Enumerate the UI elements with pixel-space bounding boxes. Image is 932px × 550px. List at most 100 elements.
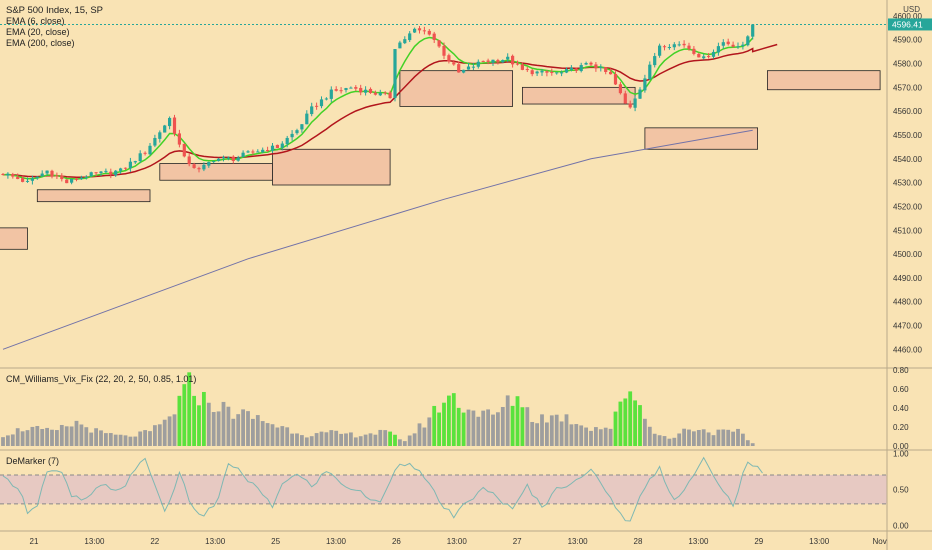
- vix-fix-bar: [545, 422, 549, 446]
- candle-body: [364, 89, 368, 93]
- candle-body: [584, 63, 588, 65]
- vix-fix-bar: [45, 427, 49, 446]
- candle-body: [535, 71, 539, 74]
- vix-fix-bar: [662, 436, 667, 446]
- demarker-title[interactable]: DeMarker (7): [6, 456, 59, 466]
- candle-body: [731, 44, 735, 47]
- last-price-badge: [888, 18, 932, 31]
- vix-fix-bar: [398, 439, 402, 446]
- vix-fix-bar: [368, 433, 373, 446]
- candle-body: [658, 45, 662, 56]
- candle-body: [667, 47, 671, 49]
- vix-fix-bar: [260, 421, 265, 446]
- vix-fix-title[interactable]: CM_Williams_Vix_Fix (22, 20, 2, 50, 0.85…: [6, 374, 196, 384]
- price-tick-label: 4480.00: [893, 298, 922, 307]
- time-axis[interactable]: 21 13:00 22 13:00 25 13:00 26 13:00 27 13:00 28 13:…: [30, 537, 887, 546]
- candle-body: [35, 176, 39, 179]
- vix-fix-pane[interactable]: [1, 372, 755, 446]
- vix-fix-bar: [633, 400, 637, 446]
- vix-tick-label: 0.80: [893, 366, 909, 375]
- vix-fix-bar: [6, 435, 10, 446]
- candle-body: [368, 88, 373, 93]
- time-tick-label: 13:00: [568, 537, 589, 546]
- legend: S&P 500 Index, 15, SP EMA (6, close) EMA…: [6, 5, 920, 466]
- candle-body: [574, 68, 578, 71]
- vix-fix-bar: [304, 437, 309, 446]
- candle-body: [486, 60, 490, 62]
- price-pane[interactable]: [0, 23, 887, 350]
- zone-box: [0, 227, 28, 250]
- candle-body: [687, 45, 691, 49]
- candle-body: [295, 130, 299, 134]
- vix-fix-bar: [251, 418, 255, 446]
- candle-body: [613, 74, 618, 85]
- candle-body: [466, 66, 471, 70]
- time-tick-label: 29: [754, 537, 763, 546]
- vix-fix-bar: [314, 433, 319, 446]
- candle-body: [373, 92, 377, 95]
- vix-fix-bar: [197, 405, 201, 446]
- candle-body: [462, 69, 466, 73]
- symbol-title[interactable]: S&P 500 Index, 15, SP: [6, 5, 103, 16]
- vix-fix-bar: [265, 423, 270, 446]
- candle-body: [682, 43, 686, 46]
- candle-body: [545, 71, 549, 73]
- candle-body: [74, 178, 79, 180]
- vix-fix-bar: [148, 431, 152, 446]
- vix-tick-label: 0.00: [893, 442, 909, 451]
- candle-body: [339, 90, 343, 92]
- vix-fix-bar: [255, 415, 260, 446]
- candle-body: [261, 149, 265, 153]
- vix-fix-bar: [643, 418, 647, 446]
- vix-fix-bar: [216, 411, 221, 446]
- vix-fix-bar: [89, 432, 94, 446]
- vix-fix-bar: [687, 429, 691, 446]
- candle-body: [192, 164, 196, 168]
- vix-fix-bar: [711, 435, 716, 446]
- candle-body: [153, 137, 157, 146]
- candle-body: [207, 162, 211, 166]
- vix-fix-bar: [594, 427, 598, 446]
- price-axis[interactable]: 4460.00 4470.00 4480.00 4490.00 4500.00 4510.…: [893, 12, 922, 530]
- vix-fix-bar: [300, 435, 304, 446]
- vix-fix-bar: [241, 409, 245, 446]
- vix-fix-bar: [608, 428, 613, 446]
- candle-body: [79, 177, 83, 180]
- vix-fix-bar: [182, 384, 187, 446]
- zone-box: [767, 70, 881, 91]
- time-tick-label: 13:00: [809, 537, 830, 546]
- vix-fix-bar: [471, 410, 476, 446]
- vix-tick-label: 0.60: [893, 385, 909, 394]
- vix-fix-bar: [25, 430, 30, 446]
- vix-fix-bar: [319, 431, 324, 446]
- candle-body: [231, 156, 235, 161]
- price-tick-label: 4600.00: [893, 12, 922, 21]
- vix-fix-bar: [373, 434, 378, 446]
- vix-fix-bar: [177, 395, 182, 446]
- candle-body: [413, 28, 417, 33]
- ema6-legend[interactable]: EMA (6, close): [6, 16, 65, 26]
- time-tick-label: 26: [392, 537, 401, 546]
- vix-fix-bar: [309, 436, 314, 446]
- price-tick-label: 4510.00: [893, 226, 922, 235]
- candle-body: [476, 61, 480, 67]
- candle-body: [275, 144, 279, 148]
- vix-fix-bar: [1, 437, 5, 446]
- currency-label: USD: [903, 5, 920, 14]
- candle-body: [501, 60, 505, 63]
- vix-tick-label: 0.20: [893, 423, 909, 432]
- demarker-pane[interactable]: [0, 456, 887, 522]
- candle-body: [550, 72, 554, 74]
- ema200-legend[interactable]: EMA (200, close): [6, 38, 75, 48]
- candle-body: [403, 39, 407, 44]
- candle-body: [109, 171, 113, 175]
- candle-body: [315, 105, 319, 107]
- candle-body: [158, 132, 162, 139]
- vix-fix-bar: [696, 430, 701, 446]
- ema20-legend[interactable]: EMA (20, close): [6, 27, 70, 37]
- vix-fix-bar: [569, 424, 574, 446]
- candle-body: [511, 55, 515, 65]
- candle-body: [221, 157, 226, 159]
- candle-body: [187, 156, 191, 165]
- price-tick-label: 4540.00: [893, 155, 922, 164]
